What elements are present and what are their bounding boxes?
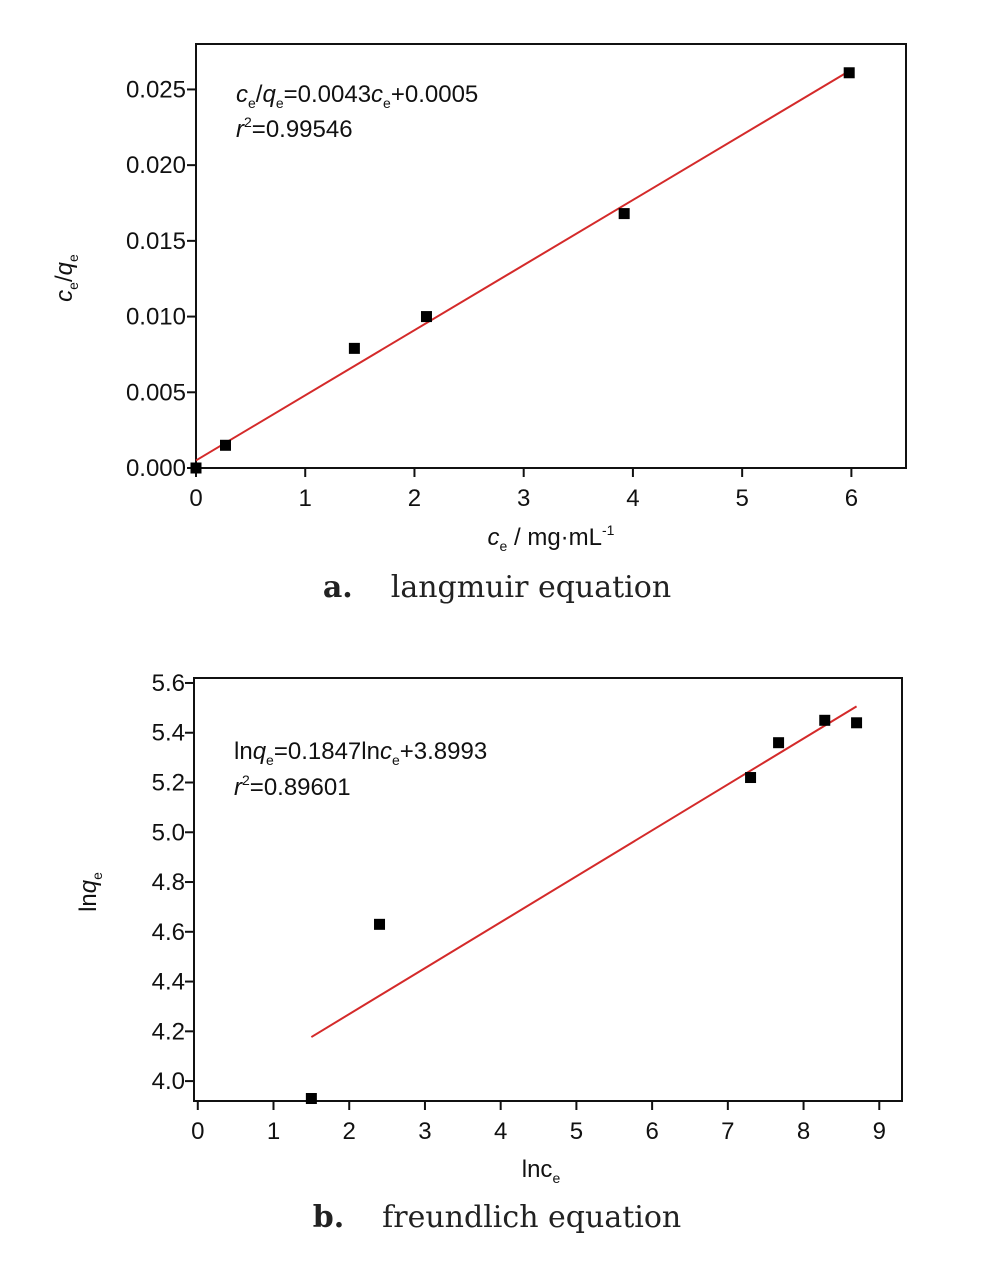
x-tick-label: 5 bbox=[570, 1118, 583, 1145]
x-tick-label: 1 bbox=[299, 485, 312, 512]
data-point bbox=[348, 342, 360, 354]
y-tick-label: 5.4 bbox=[152, 720, 185, 747]
x-tick-label: 6 bbox=[645, 1118, 658, 1145]
x-tick-label: 3 bbox=[418, 1118, 431, 1145]
x-tick-label: 9 bbox=[873, 1118, 886, 1145]
langmuir-chart: 0 1 2 3 4 5 6 0.000 0.005 0.010 0.015 0.020 0.025 ce/… bbox=[51, 43, 907, 554]
data-point bbox=[618, 208, 630, 220]
caption-a-label: a. bbox=[322, 570, 353, 605]
y-tick-label: 4.6 bbox=[152, 919, 185, 946]
caption-a-text: langmuir equation bbox=[390, 570, 672, 605]
y-tick-label: 0.005 bbox=[126, 379, 186, 406]
y-tick-label: 0.000 bbox=[126, 455, 186, 482]
caption-b: b. freundlich equation bbox=[0, 1200, 994, 1235]
plot-frame bbox=[193, 677, 903, 1102]
x-tick-label: 2 bbox=[408, 485, 421, 512]
x-tick-label: 3 bbox=[517, 485, 530, 512]
equation-annotation: ce/qe=0.0043ce+0.0005 bbox=[236, 81, 478, 111]
freundlich-chart: 0 1 2 3 4 5 6 7 8 9 4.0 4.2 4.4 4.6 4.8 5.0 5.2 5.4 5.6 lnq… bbox=[75, 670, 903, 1186]
data-point bbox=[374, 918, 386, 930]
y-tick-label: 4.4 bbox=[152, 969, 185, 996]
x-tick-label: 0 bbox=[191, 1118, 204, 1145]
data-point bbox=[851, 717, 863, 729]
data-point bbox=[843, 67, 855, 79]
x-tick-label: 7 bbox=[721, 1118, 734, 1145]
fit-line bbox=[310, 705, 858, 1038]
plot-frame bbox=[195, 43, 907, 469]
x-axis-title: lnce bbox=[522, 1156, 561, 1186]
x-tick-label: 8 bbox=[797, 1118, 810, 1145]
y-tick-label: 0.020 bbox=[126, 152, 186, 179]
r-squared-annotation: r2=0.89601 bbox=[234, 772, 351, 801]
data-point bbox=[219, 439, 231, 451]
y-tick-label: 4.2 bbox=[152, 1018, 185, 1045]
equation-annotation: lnqe=0.1847lnce+3.8993 bbox=[234, 738, 487, 768]
x-tick-label: 6 bbox=[845, 485, 858, 512]
y-tick-label: 0.010 bbox=[126, 304, 186, 331]
r-squared-annotation: r2=0.99546 bbox=[236, 114, 353, 143]
x-axis-title: ce / mg·mL-1 bbox=[488, 522, 615, 554]
y-axis-title: ce/qe bbox=[51, 254, 81, 302]
caption-a: a. langmuir equation bbox=[0, 570, 994, 605]
x-tick-label: 5 bbox=[735, 485, 748, 512]
data-point bbox=[420, 311, 432, 323]
y-tick-label: 0.025 bbox=[126, 76, 186, 103]
x-tick-label: 2 bbox=[343, 1118, 356, 1145]
caption-b-text: freundlich equation bbox=[382, 1200, 682, 1235]
y-tick-label: 4.0 bbox=[152, 1068, 185, 1095]
y-tick-label: 0.015 bbox=[126, 228, 186, 255]
x-tick-label: 4 bbox=[494, 1118, 507, 1145]
data-point bbox=[773, 737, 785, 749]
caption-b-label: b. bbox=[312, 1200, 345, 1235]
y-tick-label: 5.2 bbox=[152, 770, 185, 797]
y-tick-label: 5.6 bbox=[152, 670, 185, 697]
data-point bbox=[305, 1093, 317, 1105]
data-point bbox=[745, 772, 757, 784]
data-point bbox=[819, 714, 831, 726]
y-axis-title: lnqe bbox=[75, 872, 105, 912]
y-tick-label: 4.8 bbox=[152, 869, 185, 896]
x-tick-label: 4 bbox=[626, 485, 639, 512]
data-point bbox=[190, 462, 202, 474]
x-tick-label: 0 bbox=[189, 485, 202, 512]
fit-line bbox=[195, 68, 852, 462]
x-tick-label: 1 bbox=[267, 1118, 280, 1145]
y-tick-label: 5.0 bbox=[152, 819, 185, 846]
